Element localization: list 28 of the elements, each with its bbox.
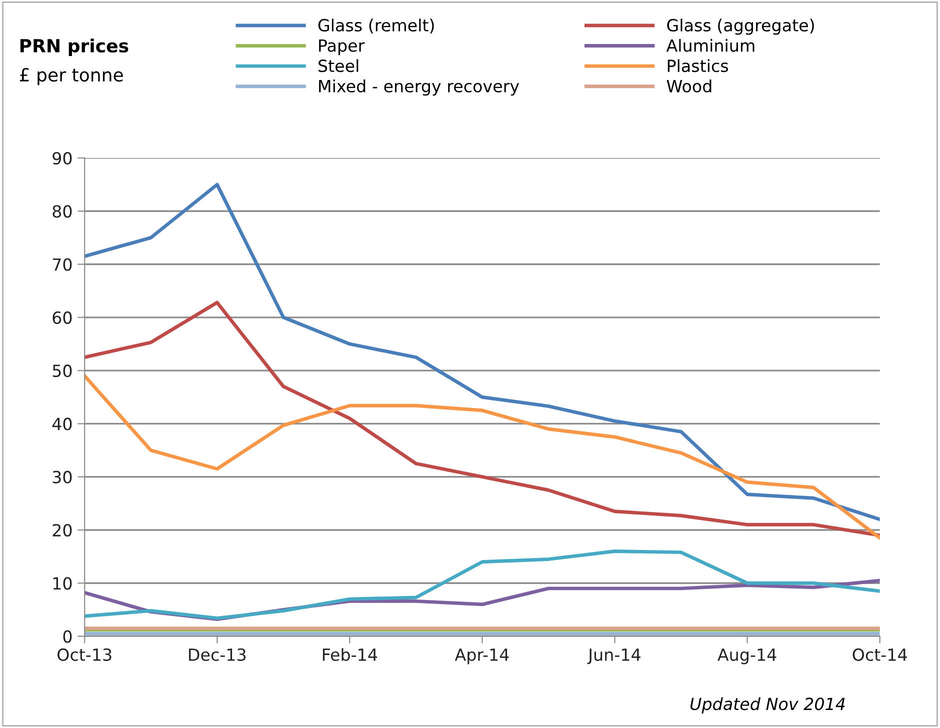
y-tick-label: 90 — [52, 152, 72, 165]
legend-label: Aluminium — [666, 38, 754, 52]
legend-label: Glass (aggregate) — [667, 18, 814, 35]
y-tick-label: 70 — [52, 258, 72, 271]
legend-label: Glass (remelt) — [318, 18, 434, 34]
chart-subtitle: £ per tonne — [20, 68, 123, 86]
legend-label: Wood — [666, 80, 712, 92]
y-tick-label: 30 — [52, 470, 72, 484]
legend-label: Plastics — [668, 59, 728, 72]
y-tick-label: 10 — [53, 577, 72, 590]
x-tick-label: Oct-14 — [852, 648, 907, 661]
y-tick-label: 0 — [63, 630, 72, 643]
y-tick-label: 40 — [52, 418, 72, 430]
y-tick-label: 60 — [52, 311, 72, 324]
legend-label: Mixed - energy recovery — [319, 80, 520, 96]
x-tick-label: Feb-14 — [322, 648, 378, 661]
chart-title: PRN prices — [20, 38, 128, 56]
y-tick-label: 50 — [52, 364, 72, 378]
legend-label: Steel — [318, 59, 358, 72]
legend-label: Paper — [319, 39, 365, 56]
x-tick-label: Jun-14 — [587, 648, 640, 664]
y-tick-label: 80 — [52, 205, 72, 218]
x-tick-label: Apr-14 — [454, 648, 509, 664]
y-tick-label: 20 — [52, 524, 72, 537]
text: Updated Nov 2014 — [690, 697, 845, 714]
x-tick-label: Oct-13 — [58, 648, 112, 661]
x-tick-label: Dec-13 — [189, 648, 246, 661]
x-tick-label: Aug-14 — [718, 648, 776, 664]
